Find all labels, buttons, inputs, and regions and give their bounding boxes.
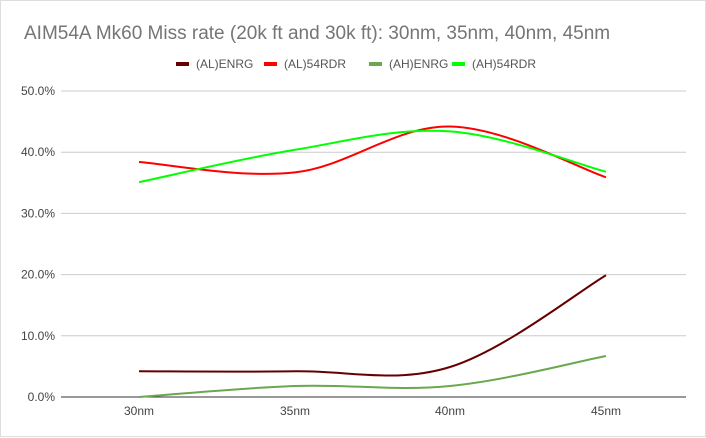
x-tick-label: 40nm — [435, 404, 465, 418]
y-tick-label: 30.0% — [21, 206, 55, 220]
series-line-3 — [138, 129, 607, 184]
legend-label: (AH)ENRG — [389, 57, 448, 71]
y-tick-label: 20.0% — [21, 268, 55, 282]
y-tick-label: 50.0% — [21, 84, 55, 98]
series-line-0 — [138, 274, 607, 377]
y-tick-label: 40.0% — [21, 145, 55, 159]
legend-label: (AH)54RDR — [472, 57, 536, 71]
y-tick-label: 0.0% — [28, 390, 56, 404]
legend-item[interactable]: (AL)ENRG — [176, 57, 253, 71]
x-tick-label: 45nm — [591, 404, 621, 418]
legend-item[interactable]: (AH)ENRG — [369, 57, 448, 71]
legend-label: (AL)ENRG — [196, 57, 253, 71]
legend-item[interactable]: (AH)54RDR — [452, 57, 536, 71]
x-tick-label: 30nm — [124, 404, 154, 418]
legend-label: (AL)54RDR — [284, 57, 346, 71]
y-tick-label: 10.0% — [21, 329, 55, 343]
chart-title: AIM54A Mk60 Miss rate (20k ft and 30k ft… — [24, 23, 610, 44]
legend-swatch — [176, 62, 189, 66]
legend-swatch — [369, 62, 382, 66]
legend-item[interactable]: (AL)54RDR — [264, 57, 346, 71]
legend-swatch — [264, 62, 277, 66]
series-line-2 — [138, 355, 607, 398]
series-line-1 — [138, 125, 607, 179]
legend-swatch — [452, 62, 465, 66]
x-tick-label: 35nm — [280, 404, 310, 418]
